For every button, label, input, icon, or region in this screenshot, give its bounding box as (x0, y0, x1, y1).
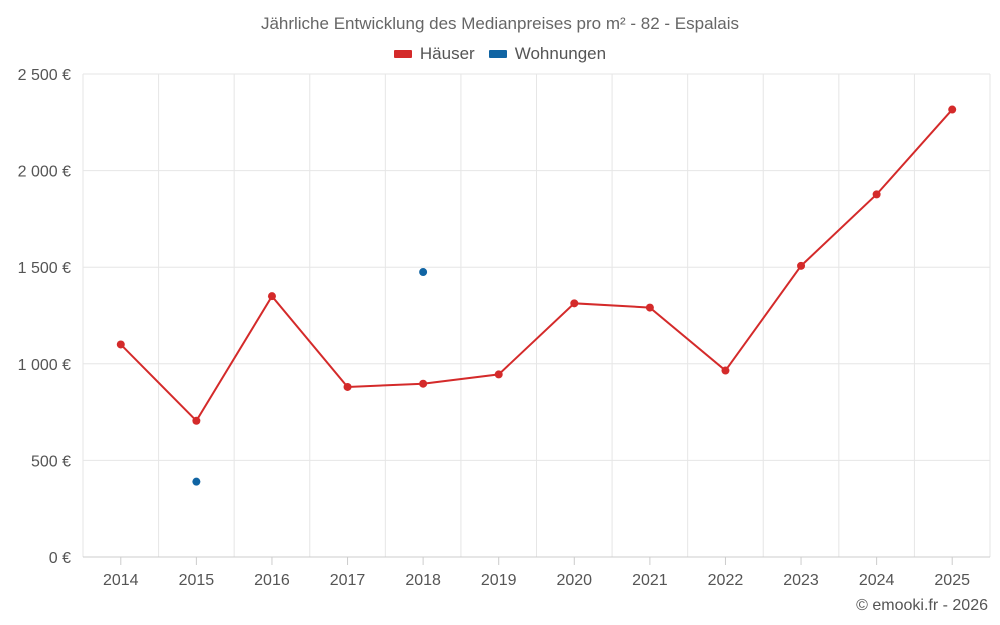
data-point-wohnungen (419, 268, 428, 277)
data-point-haeuser (116, 340, 125, 349)
legend-label-haeuser: Häuser (419, 44, 475, 63)
data-point-haeuser (872, 190, 881, 199)
x-tick-label: 2018 (405, 572, 441, 589)
data-point-haeuser (570, 299, 579, 308)
data-point-wohnungen (192, 477, 201, 486)
data-point-haeuser (494, 370, 503, 379)
data-point-haeuser (419, 379, 428, 388)
legend-swatch-haeuser (393, 50, 412, 58)
y-tick-label: 0 € (49, 550, 71, 567)
x-tick-label: 2021 (632, 572, 668, 589)
x-tick-label: 2017 (330, 572, 366, 589)
y-tick-label: 1 000 € (18, 357, 71, 374)
legend: Häuser Wohnungen (0, 44, 1000, 64)
data-point-haeuser (192, 416, 201, 425)
data-point-haeuser (797, 261, 806, 270)
x-tick-label: 2023 (783, 572, 819, 589)
legend-item-wohnungen[interactable]: Wohnungen (488, 44, 607, 64)
y-tick-label: 2 000 € (18, 164, 71, 181)
data-point-haeuser (343, 382, 352, 391)
credit-text: © emooki.fr - 2026 (856, 597, 988, 614)
x-tick-label: 2015 (179, 572, 215, 589)
series-layer (116, 105, 957, 486)
x-tick-label: 2020 (556, 572, 592, 589)
series-line-haeuser (120, 108, 953, 423)
x-tick-label: 2024 (859, 572, 895, 589)
x-tick-label: 2016 (254, 572, 290, 589)
legend-item-haeuser[interactable]: Häuser (393, 44, 475, 64)
y-axis: 0 € 500 € 1 000 € 1 500 € 2 000 € 2 500 € (18, 67, 71, 567)
x-tick-label: 2019 (481, 572, 517, 589)
data-point-haeuser (267, 292, 276, 301)
legend-label-wohnungen: Wohnungen (514, 44, 607, 63)
legend-swatch-wohnungen (488, 50, 507, 58)
x-axis: 2014 2015 2016 2017 2018 2019 2020 2021 2022 2023… (83, 556, 990, 589)
data-point-haeuser (721, 366, 730, 375)
grid-lines (82, 73, 991, 557)
y-tick-label: 500 € (31, 453, 71, 470)
y-tick-label: 2 500 € (18, 67, 71, 84)
x-tick-label: 2025 (934, 572, 970, 589)
data-point-haeuser (645, 303, 654, 312)
chart-title: Jährliche Entwicklung des Medianpreises … (260, 14, 740, 33)
y-tick-label: 1 500 € (18, 260, 71, 277)
data-point-haeuser (948, 105, 957, 114)
x-tick-label: 2014 (103, 572, 139, 589)
x-tick-label: 2022 (708, 572, 744, 589)
